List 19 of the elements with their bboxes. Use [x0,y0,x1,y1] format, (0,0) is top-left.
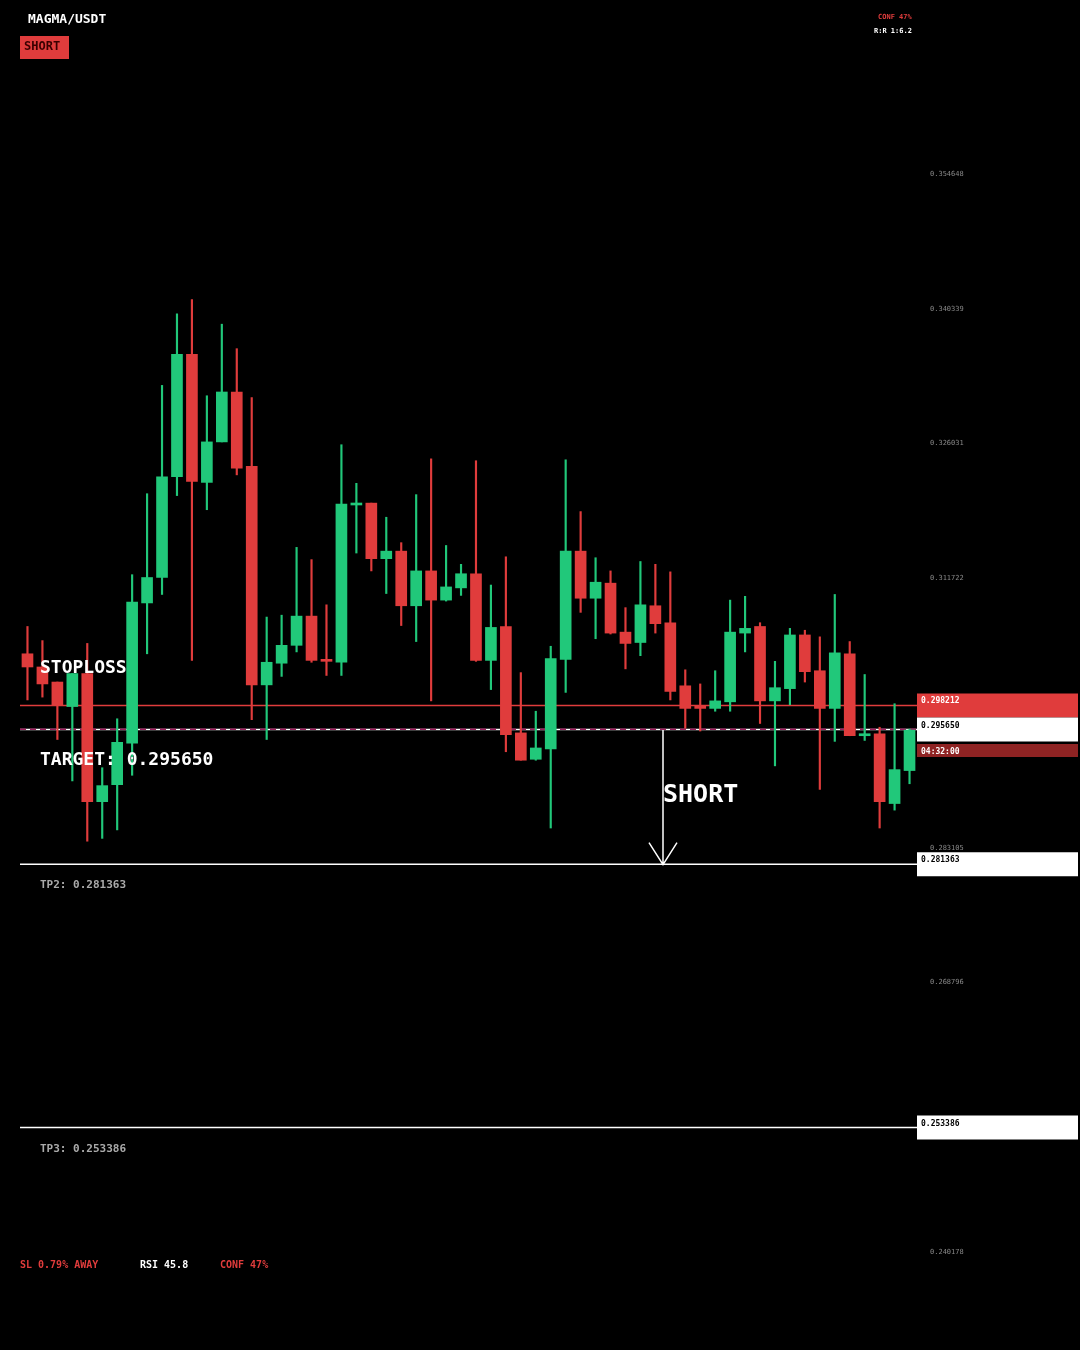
text: SHORT [24,39,61,53]
candlestick [589,557,602,640]
candlestick [888,703,901,811]
candlestick [21,626,34,701]
text: 04:32:00 [921,747,960,756]
text: 0.253386 [921,1118,960,1128]
ref-line-label: TP3: 0.253386 [40,1141,127,1155]
candlestick [290,547,303,653]
text: 0.298212 [921,696,960,706]
text: 0.295650 [921,720,960,730]
chart-title: MAGMA/USDT [28,11,107,26]
text: 0.281363 [921,855,960,865]
text: SL 0.79% AWAY [20,1259,99,1270]
text: RSI 45.8 [140,1259,189,1270]
text: CONF 47% [220,1259,269,1270]
ref-line-label: TP2: 0.281363 [40,878,127,892]
candlestick [320,604,333,676]
annotation: SHORT [663,779,739,808]
candlestick [619,607,632,670]
